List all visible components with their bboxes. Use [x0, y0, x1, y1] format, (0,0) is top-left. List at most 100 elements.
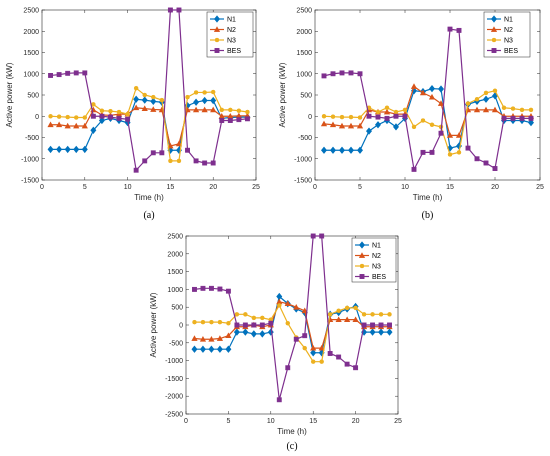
data-point-n1 — [393, 123, 399, 131]
data-point-n3 — [492, 88, 498, 93]
data-point-n3 — [285, 320, 291, 326]
data-point-n2 — [455, 132, 463, 138]
data-point-bes — [99, 113, 105, 119]
legend-marker-n3 — [214, 37, 220, 43]
data-point-bes — [242, 322, 248, 328]
legend-marker-bes — [491, 48, 497, 53]
data-point-bes — [192, 286, 197, 292]
data-point-bes — [193, 158, 199, 164]
x-tick-label: 20 — [352, 418, 360, 425]
x-tick-label: 5 — [83, 184, 87, 191]
data-point-bes — [310, 233, 316, 239]
y-tick-label: -500 — [169, 340, 183, 347]
data-point-n3 — [142, 92, 147, 98]
data-point-n3 — [378, 312, 384, 317]
data-point-bes — [217, 286, 223, 292]
data-point-n3 — [402, 107, 408, 113]
legend-marker-n1 — [214, 15, 220, 23]
data-point-n3 — [251, 315, 257, 321]
data-point-n3 — [302, 345, 307, 351]
series-bes — [48, 7, 250, 173]
data-point-n1 — [250, 330, 257, 338]
data-point-n2 — [201, 106, 208, 113]
y-tick-label: 1500 — [296, 50, 312, 57]
data-point-n3 — [465, 101, 471, 106]
data-point-n2 — [419, 89, 427, 96]
data-point-n2 — [335, 316, 342, 323]
data-point-n3 — [411, 124, 417, 130]
data-point-n2 — [167, 142, 174, 149]
data-point-n1 — [348, 146, 354, 154]
data-point-bes — [393, 113, 399, 119]
data-point-n2 — [473, 106, 481, 113]
y-tick-label: -1500 — [21, 178, 39, 185]
data-point-n2 — [47, 121, 54, 128]
data-point-n3 — [192, 319, 197, 325]
data-point-n3 — [319, 359, 324, 364]
data-point-n3 — [200, 319, 206, 325]
data-point-n3 — [387, 312, 392, 317]
data-point-n1 — [216, 345, 223, 353]
data-point-n1 — [210, 96, 217, 105]
y-tick-label: 500 — [27, 93, 39, 100]
y-tick-label: -1000 — [294, 156, 312, 163]
data-point-n2 — [352, 316, 359, 323]
legend-marker-n2 — [490, 26, 498, 32]
data-point-bes — [420, 149, 426, 155]
data-point-bes — [125, 116, 131, 122]
x-axis-label: Time (h) — [413, 193, 443, 202]
y-tick-label: 2000 — [23, 29, 39, 36]
series-n3 — [321, 88, 534, 157]
data-point-bes — [210, 160, 216, 166]
data-point-n3 — [456, 150, 462, 155]
data-point-n3 — [56, 114, 62, 119]
y-axis-label: Active power (kW) — [149, 292, 158, 357]
data-point-bes — [236, 117, 242, 123]
legend: N1 N2 N3 BES — [206, 11, 254, 58]
data-point-n3 — [321, 114, 327, 119]
data-point-n1 — [438, 85, 444, 93]
y-tick-label: 2500 — [296, 8, 312, 15]
data-point-n3 — [159, 97, 165, 103]
data-point-n3 — [327, 312, 333, 317]
data-point-n3 — [330, 114, 336, 119]
panel-label: (c) — [286, 441, 297, 452]
data-point-n2 — [150, 106, 157, 112]
data-point-n2 — [320, 120, 328, 127]
x-axis-label: Time (h) — [277, 427, 307, 436]
data-point-bes — [528, 115, 534, 121]
data-point-n1 — [73, 145, 80, 154]
legend-marker-n1 — [359, 241, 365, 249]
data-point-n3 — [339, 114, 345, 120]
y-tick-label: 500 — [171, 305, 183, 312]
legend-marker-n3 — [359, 263, 365, 269]
data-point-bes — [82, 70, 88, 76]
legend-marker-n1 — [491, 15, 497, 23]
legend-label-bes: BES — [227, 48, 241, 55]
data-point-n3 — [501, 105, 507, 110]
legend-label-n3: N3 — [227, 38, 236, 45]
data-point-bes — [65, 70, 71, 76]
legend-label-n2: N2 — [372, 253, 381, 260]
y-tick-label: 0 — [308, 114, 312, 121]
data-point-bes — [411, 166, 417, 172]
data-point-bes — [438, 130, 444, 136]
data-point-bes — [519, 115, 525, 121]
data-point-n1 — [133, 95, 140, 103]
legend: N1 N2 N3 BES — [483, 11, 531, 58]
data-point-n3 — [429, 122, 435, 127]
data-point-bes — [321, 73, 327, 79]
data-point-n3 — [344, 305, 350, 311]
data-point-n3 — [48, 114, 53, 119]
data-point-n3 — [65, 114, 70, 120]
data-point-n2 — [208, 336, 215, 342]
data-point-bes — [456, 27, 462, 33]
y-tick-label: 1500 — [23, 50, 39, 57]
legend-label-n1: N1 — [504, 17, 513, 24]
data-point-n2 — [81, 122, 88, 129]
data-point-n1 — [56, 145, 63, 154]
data-point-n1 — [366, 127, 372, 135]
y-tick-label: 2000 — [167, 251, 183, 258]
data-point-bes — [244, 116, 250, 122]
data-point-n2 — [446, 132, 454, 138]
